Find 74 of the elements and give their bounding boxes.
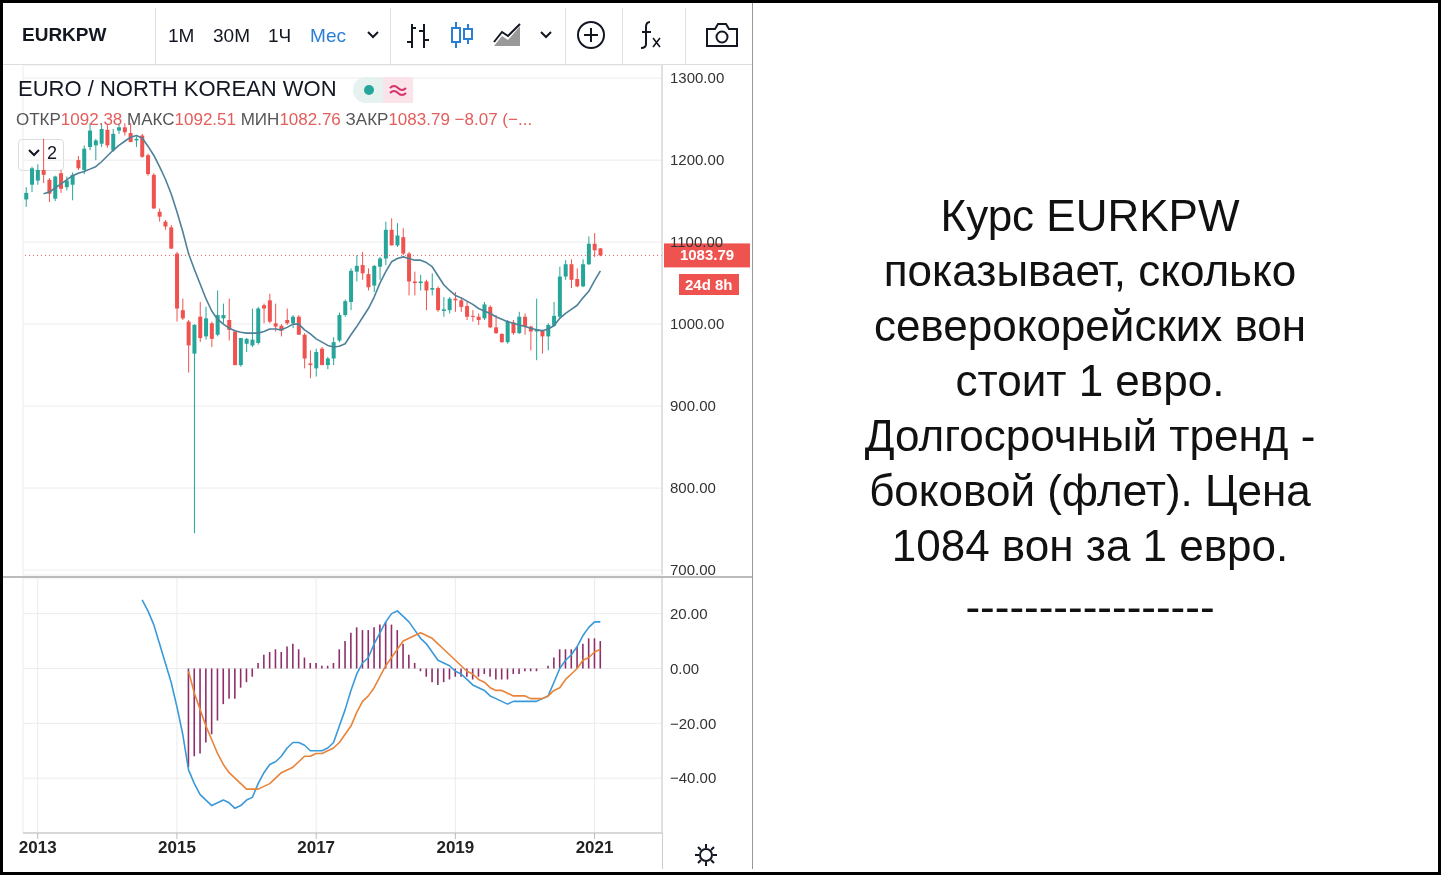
x-tick-label: 2017: [297, 838, 336, 858]
y-tick-label: 700.00: [670, 561, 716, 579]
y-tick-label: 1000.00: [670, 315, 725, 333]
ref-line-label: 1083.79: [679, 246, 735, 264]
candlestick: [204, 306, 209, 341]
y-tick-label: 800.00: [670, 479, 716, 497]
text: -----------------: [964, 582, 1216, 632]
candlestick: [111, 128, 116, 153]
text: ОТКР1092.38 МАКС1092.51 МИН1082.76 ЗАКР1083.79 −8.07 (−...: [16, 110, 533, 129]
y-tick-label: −40.00: [670, 769, 717, 787]
candlestick: [186, 319, 191, 373]
text: Курс EURKPW показывает, сколько северокорейских вон стоит 1 евро. Долгосрочный тренд - боковой (флет). Цена 1084 вон за 1 евро.: [863, 190, 1317, 572]
candlestick: [59, 169, 64, 194]
candlestick: [395, 222, 400, 248]
y-tick-label: 900.00: [670, 397, 716, 415]
y-tick-label: 1300.00: [670, 69, 725, 87]
candlestick: [35, 163, 40, 186]
candlestick: [169, 224, 174, 250]
candlestick: [198, 301, 203, 343]
text: 24d 8h: [679, 274, 739, 295]
candlestick: [470, 309, 475, 323]
candlestick: [82, 144, 87, 175]
candlestick: [302, 332, 307, 369]
candlestick: [53, 175, 58, 202]
x-tick-label: 2015: [158, 838, 196, 858]
candlestick: [586, 235, 591, 266]
candlestick: [331, 336, 336, 366]
candlestick: [494, 314, 499, 335]
text: 30М: [213, 25, 250, 47]
candlestick: [569, 258, 574, 289]
candlestick: [146, 153, 151, 177]
candlestick: [267, 293, 272, 324]
text: EURO / NORTH KOREAN WON: [18, 76, 337, 102]
candlestick: [505, 319, 510, 345]
candlestick: [581, 258, 586, 288]
candlestick: [436, 285, 441, 313]
y-tick-label: 0.00: [670, 659, 700, 677]
candlestick: [366, 267, 371, 291]
candlestick: [262, 303, 267, 324]
y-tick-label: −20.00: [670, 714, 717, 732]
y-tick-label: 1200.00: [670, 151, 725, 169]
candlestick: [465, 301, 470, 321]
candlestick: [354, 254, 359, 282]
line-series: [141, 599, 602, 810]
candlestick: [378, 256, 383, 281]
candlestick: [30, 166, 35, 193]
x-tick-label: 2019: [436, 838, 475, 858]
candlestick: [412, 271, 417, 296]
candlestick: [209, 321, 214, 348]
candlestick: [308, 349, 313, 379]
candlestick: [523, 312, 528, 336]
line-series: [187, 632, 602, 790]
candlestick: [105, 124, 110, 149]
x-tick-label: 2021: [575, 838, 614, 858]
x-tick-label: 2013: [18, 838, 57, 858]
candlestick: [93, 138, 98, 161]
candlestick: [424, 279, 429, 311]
candlestick: [575, 267, 580, 288]
text: 1Ч: [268, 25, 292, 47]
candlestick: [314, 348, 319, 378]
text: EURKPW: [22, 24, 107, 46]
candlestick: [441, 296, 446, 318]
candlestick: [325, 356, 330, 370]
candlestick: [180, 298, 185, 321]
candlestick: [41, 138, 46, 184]
text: Мес: [310, 25, 347, 47]
candlestick: [372, 264, 377, 293]
annotation: 2: [47, 143, 58, 164]
candlestick: [430, 272, 435, 296]
text: 1М: [168, 25, 195, 47]
y-tick-label: 20.00: [670, 604, 708, 622]
candlestick: [389, 217, 394, 246]
candlestick: [24, 186, 29, 208]
candlestick: [563, 259, 568, 281]
